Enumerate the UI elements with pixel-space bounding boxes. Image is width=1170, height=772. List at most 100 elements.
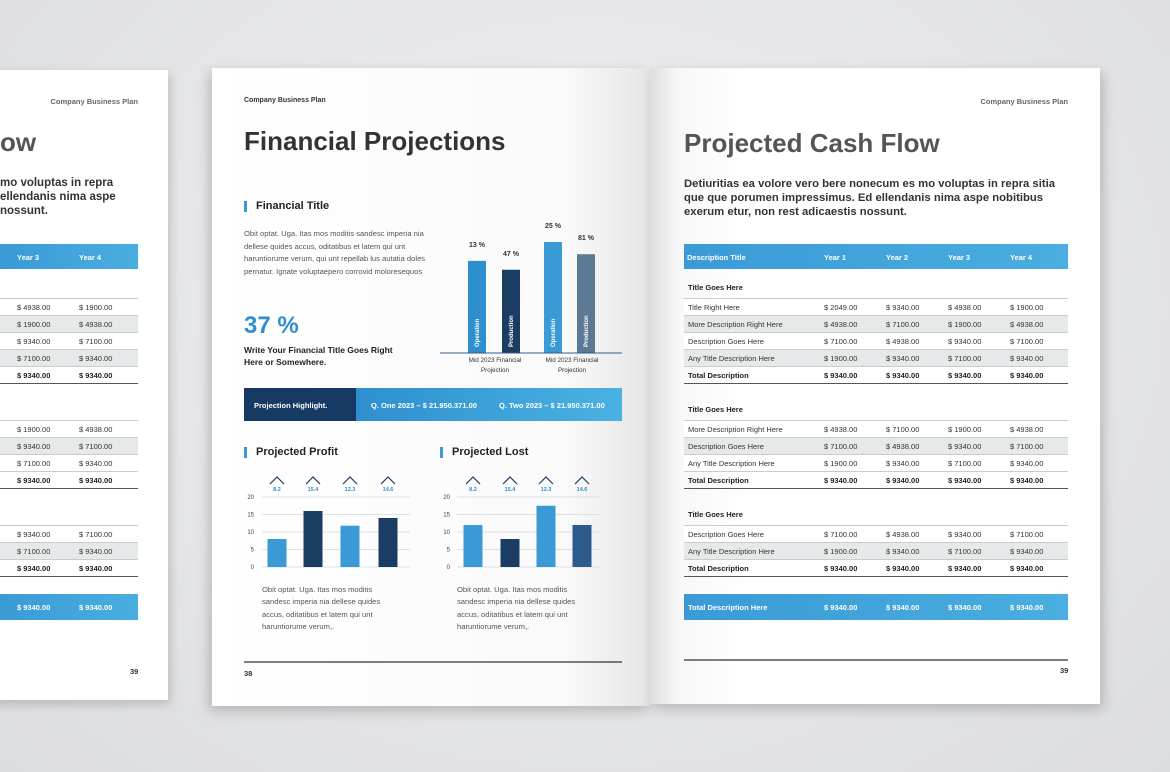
grand-total-cell: $ 9340.00 (1010, 603, 1044, 612)
cell: $ 4938.00 (886, 530, 920, 539)
total-line (684, 488, 1068, 489)
cell: $ 4938.00 (886, 442, 920, 451)
row-bg (0, 420, 138, 437)
total-cell: $ 9340.00 (79, 564, 113, 573)
section-title: Title Goes Here (688, 405, 743, 414)
page-number: 38 (244, 669, 253, 678)
grand-total-label: Total Description Here (688, 603, 768, 612)
cell: $ 7100.00 (1010, 442, 1044, 451)
row-line (684, 437, 1068, 438)
cell: $ 9340.00 (886, 459, 920, 468)
cell: $ 7100.00 (17, 547, 51, 556)
center-page (212, 68, 650, 706)
row-bg (684, 437, 1068, 454)
total-label: Total Description (688, 371, 749, 380)
row-label: Description Goes Here (688, 530, 764, 539)
category-label: Mid 2023 Financial Projection (545, 357, 599, 374)
row-bg (0, 349, 138, 366)
total-line (684, 576, 1068, 577)
total-cell: $ 9340.00 (1010, 564, 1044, 573)
highlight-value: 37 % (244, 312, 299, 339)
chart-title: Projected Lost (452, 446, 529, 458)
total-label: Total Description (688, 476, 749, 485)
cell: $ 1900.00 (824, 354, 858, 363)
cell: $ 4938.00 (79, 425, 113, 434)
row-bg (0, 454, 138, 471)
cell: $ 7100.00 (886, 425, 920, 434)
row-bg (684, 349, 1068, 366)
cell: $ 7100.00 (824, 442, 858, 451)
cell: $ 7100.00 (17, 459, 51, 468)
row-bg (684, 542, 1068, 559)
cell: $ 2049.00 (824, 303, 858, 312)
total-line (0, 576, 138, 577)
highlight-text: Write Your Financial Title Goes Right He… (244, 345, 393, 367)
accent-bar (440, 447, 443, 458)
intro-line: ellendanis nima aspe (0, 191, 116, 203)
cell: $ 4938.00 (79, 320, 113, 329)
cell: $ 9340.00 (1010, 547, 1044, 556)
cell: $ 7100.00 (886, 320, 920, 329)
total-cell: $ 9340.00 (1010, 476, 1044, 485)
row-line (684, 349, 1068, 350)
row-line (0, 349, 138, 350)
row-label: Any Title Description Here (688, 459, 775, 468)
row-line (0, 315, 138, 316)
row-label: More Description Right Here (688, 425, 783, 434)
row-line (684, 366, 1068, 367)
row-bg (684, 315, 1068, 332)
cell: $ 4938.00 (824, 320, 858, 329)
intro-line: mo voluptas in repra (0, 177, 114, 189)
cell: $ 7100.00 (79, 530, 113, 539)
cell: $ 9340.00 (948, 337, 982, 346)
cell: $ 7100.00 (1010, 337, 1044, 346)
section-title: Title Goes Here (688, 510, 743, 519)
total-cell: $ 9340.00 (886, 564, 920, 573)
chart-title: Projected Profit (256, 446, 338, 458)
section-title: Title Goes Here (688, 283, 743, 292)
column-header: Year 4 (79, 253, 102, 262)
row-bg (0, 525, 138, 542)
table-header (684, 244, 1068, 269)
total-cell: $ 9340.00 (79, 371, 113, 380)
row-bg (0, 298, 138, 315)
row-line (684, 420, 1068, 421)
cell: $ 7100.00 (948, 354, 982, 363)
row-label: More Description Right Here (688, 320, 783, 329)
cell: $ 7100.00 (79, 442, 113, 451)
cell: $ 9340.00 (1010, 354, 1044, 363)
cell: $ 1900.00 (824, 547, 858, 556)
column-header: Year 4 (1010, 253, 1033, 262)
cell: $ 7100.00 (948, 547, 982, 556)
cell: $ 9340.00 (886, 354, 920, 363)
total-cell: $ 9340.00 (1010, 371, 1044, 380)
banner-item: Q. Two 2023 – $ 21.950.371.00 (499, 401, 605, 410)
total-cell: $ 9340.00 (17, 564, 51, 573)
cell: $ 1900.00 (948, 320, 982, 329)
row-bg (0, 437, 138, 454)
row-line (684, 471, 1068, 472)
page-number: 39 (130, 667, 139, 676)
page-title: Projected Cash Flow (684, 128, 940, 158)
cell: $ 9340.00 (79, 459, 113, 468)
cell: $ 7100.00 (948, 459, 982, 468)
total-cell: $ 9340.00 (17, 371, 51, 380)
grand-total-cell: $ 9340.00 (948, 603, 982, 612)
column-header: Year 1 (824, 253, 847, 262)
table-header (0, 244, 138, 269)
cell: $ 7100.00 (824, 530, 858, 539)
total-line (0, 488, 138, 489)
row-label: Title Right Here (688, 303, 740, 312)
section-title: Financial Title (256, 200, 330, 212)
grand-total-cell: $ 9340.00 (79, 603, 113, 612)
cell: $ 9340.00 (1010, 459, 1044, 468)
cell: $ 4938.00 (824, 425, 858, 434)
cell: $ 4938.00 (1010, 320, 1044, 329)
grand-total-band (684, 594, 1068, 620)
row-line (0, 542, 138, 543)
page-title: ow (0, 127, 37, 157)
row-bg (684, 454, 1068, 471)
caption: Obit optat. Uga. Itas mos moditis sandes… (262, 585, 381, 632)
row-line (684, 298, 1068, 299)
paragraph: Obit optat. Uga. Itas mos moditis sandes… (244, 229, 426, 276)
